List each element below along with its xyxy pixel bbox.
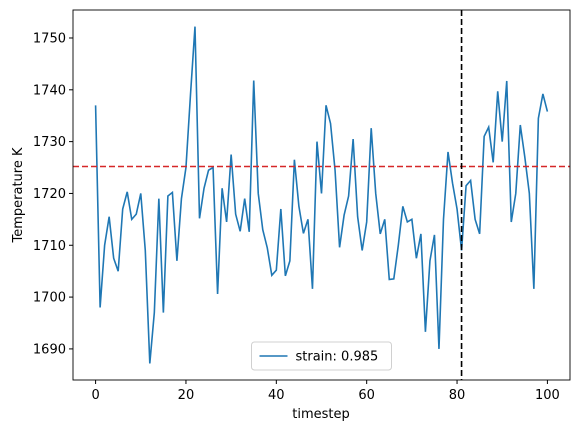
x-tick-label: 0 bbox=[91, 388, 99, 403]
y-tick-label: 1710 bbox=[33, 239, 66, 254]
x-tick-label: 80 bbox=[449, 388, 466, 403]
legend-label: strain: 0.985 bbox=[296, 350, 379, 365]
y-tick-label: 1730 bbox=[33, 135, 66, 150]
y-tick-label: 1720 bbox=[33, 187, 66, 202]
y-tick-label: 1750 bbox=[33, 31, 66, 46]
x-tick-label: 20 bbox=[178, 388, 195, 403]
x-tick-label: 60 bbox=[358, 388, 375, 403]
x-axis-label: timestep bbox=[292, 407, 350, 422]
y-tick-label: 1740 bbox=[33, 83, 66, 98]
y-tick-label: 1700 bbox=[33, 291, 66, 306]
x-tick-label: 100 bbox=[535, 388, 560, 403]
plot-frame bbox=[72, 9, 571, 381]
y-tick-label: 1690 bbox=[33, 342, 66, 357]
x-tick-label: 40 bbox=[268, 388, 285, 403]
y-axis-label: Temperature K bbox=[11, 147, 26, 243]
legend-box bbox=[251, 341, 392, 371]
line bbox=[94, 26, 549, 364]
